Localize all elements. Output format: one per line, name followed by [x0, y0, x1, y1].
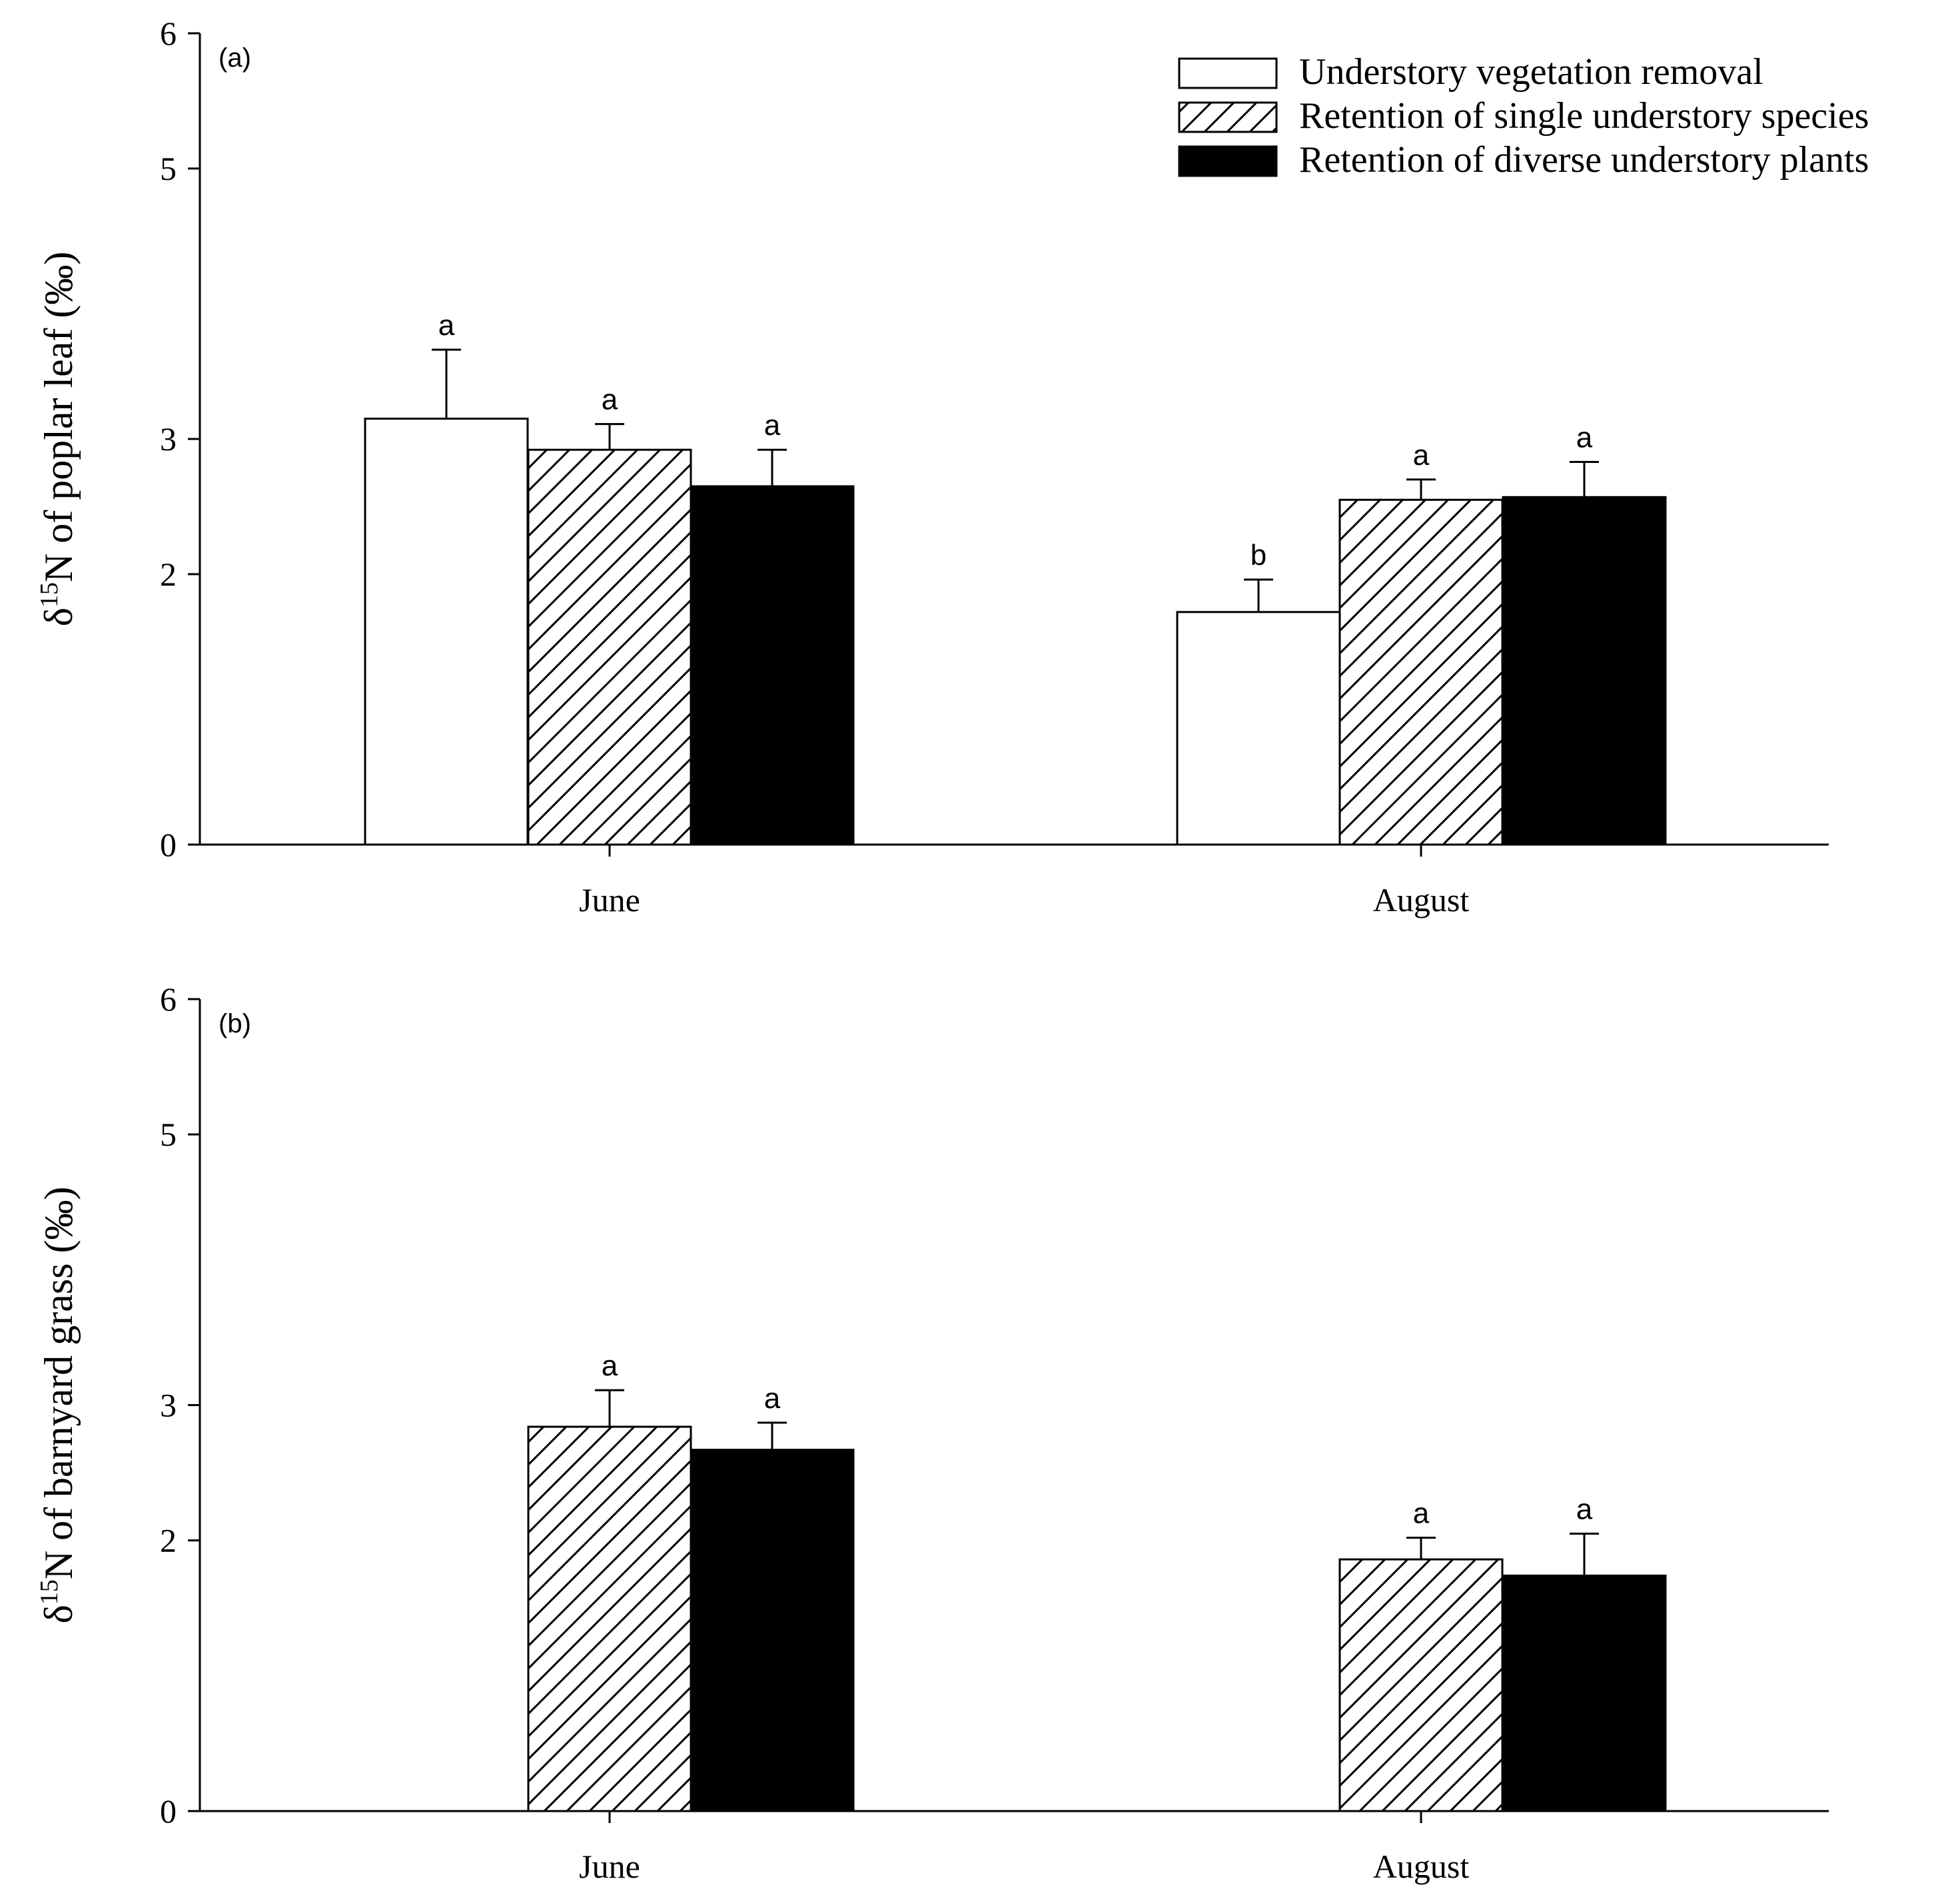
y-axis-title-text: N of poplar leaf (‰) — [37, 252, 81, 582]
legend-label: Retention of diverse understory plants — [1299, 139, 1869, 181]
significance-letter: a — [602, 384, 618, 416]
bar-black — [690, 1449, 855, 1812]
bar-hatch — [527, 1425, 692, 1812]
y-tick-label: 5 — [160, 1116, 177, 1153]
y-axis-title-prefix: δ — [37, 607, 81, 626]
x-category-label: August — [1373, 881, 1470, 919]
y-tick-label: 0 — [160, 1792, 177, 1830]
bar-black — [690, 485, 855, 846]
bar-black — [1502, 1574, 1667, 1812]
y-tick-label: 6 — [160, 15, 177, 52]
y-tick-label: 0 — [160, 826, 177, 863]
significance-letter: a — [602, 1349, 618, 1382]
legend-swatch-hatch — [1178, 101, 1278, 133]
y-tick-label: 3 — [160, 420, 177, 458]
significance-letter: a — [764, 1382, 781, 1415]
x-category-label: June — [579, 881, 640, 919]
significance-letter: b — [1250, 539, 1266, 571]
significance-letter: a — [764, 409, 781, 442]
bar-hatch — [527, 448, 692, 846]
significance-letter: a — [1576, 422, 1593, 454]
x-category-label: June — [579, 1848, 640, 1885]
legend-label: Understory vegetation removal — [1299, 51, 1763, 93]
y-tick-label: 2 — [160, 556, 177, 593]
y-axis-title-superscript: 15 — [35, 582, 63, 607]
panel-label: (b) — [219, 1009, 251, 1038]
bar-white — [364, 418, 529, 846]
y-tick-label: 2 — [160, 1522, 177, 1559]
significance-letter: a — [1576, 1493, 1593, 1526]
y-axis-title: δ15N of poplar leaf (‰) — [35, 252, 81, 627]
chart-panel-b: 0 2 3 5 6 (b) δ15N of barnyard grass (‰) June a a… — [35, 980, 1829, 1885]
bar-hatch — [1338, 1558, 1504, 1812]
y-tick-label: 3 — [160, 1387, 177, 1424]
y-axis-title-prefix: δ — [37, 1605, 81, 1623]
bar-white — [1176, 611, 1341, 846]
legend-label: Retention of single understory species — [1299, 95, 1869, 137]
significance-letter: a — [1413, 1497, 1430, 1530]
bar-hatch — [1338, 498, 1504, 846]
y-tick-label: 6 — [160, 980, 177, 1018]
y-axis-title: δ15N of barnyard grass (‰) — [35, 1186, 81, 1623]
legend-swatch-white — [1178, 57, 1278, 89]
y-axis-title-superscript: 15 — [35, 1579, 63, 1605]
x-category-label: August — [1373, 1848, 1470, 1885]
bar-black — [1502, 496, 1667, 846]
significance-letter: a — [1413, 439, 1430, 472]
y-axis-title-text: N of barnyard grass (‰) — [37, 1186, 81, 1579]
y-tick-label: 5 — [160, 150, 177, 187]
chart-panel-a: 0 2 3 5 6 (a) δ15N of poplar leaf (‰) June a a a Au… — [35, 15, 1829, 919]
legend-swatch-black — [1178, 145, 1278, 177]
significance-letter: a — [438, 309, 455, 342]
panel-label: (a) — [219, 43, 251, 73]
